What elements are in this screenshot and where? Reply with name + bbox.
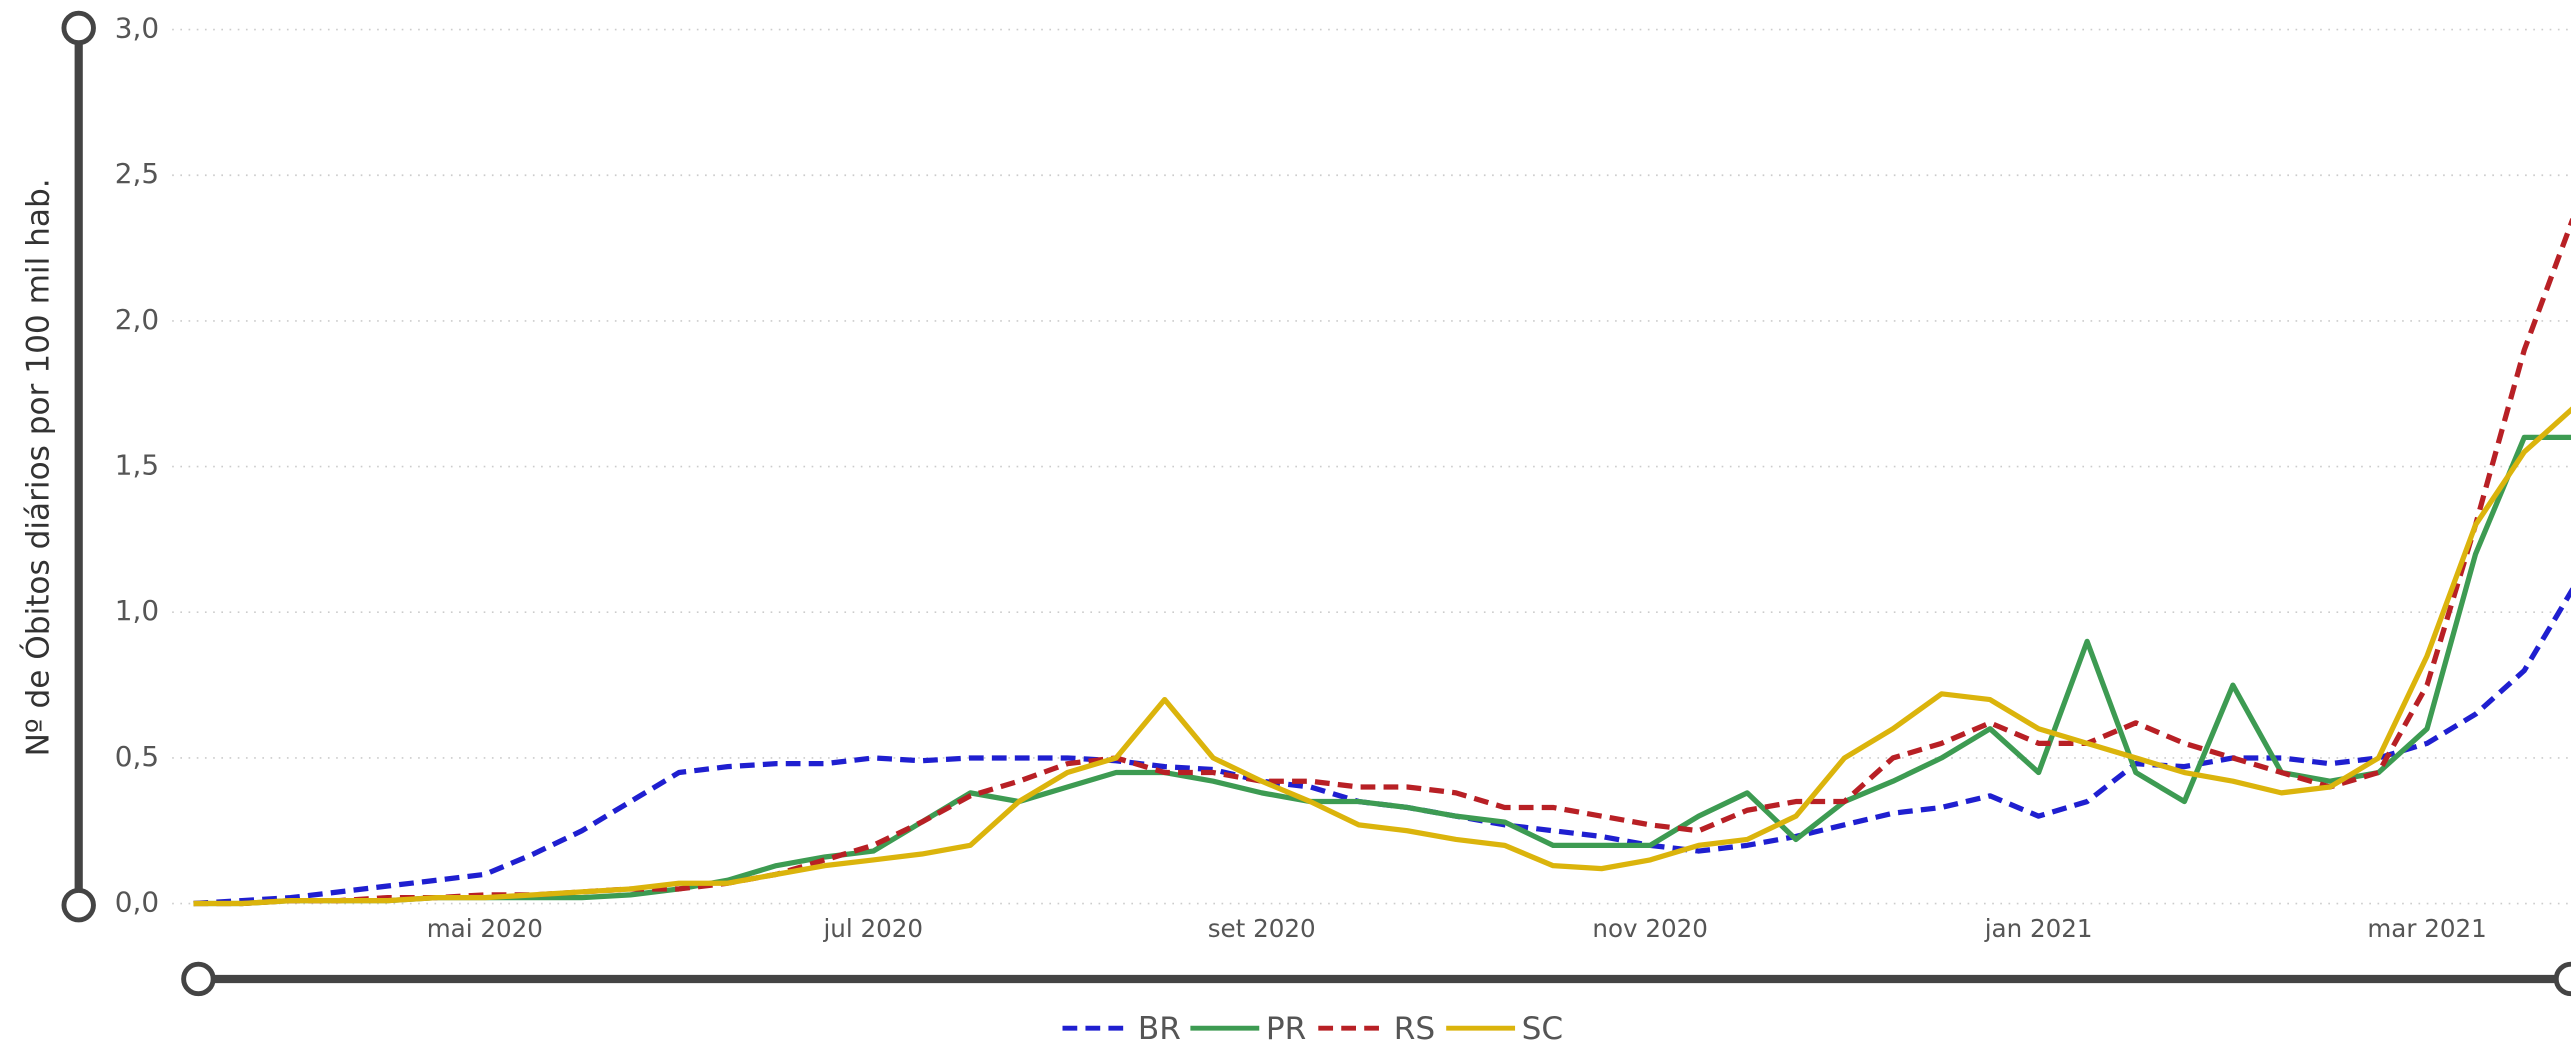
legend-label: SC bbox=[1522, 1011, 1564, 1043]
x-tick-label: jan 2021 bbox=[1984, 914, 2093, 943]
y-tick-label: 1,0 bbox=[115, 594, 159, 627]
series-line bbox=[193, 434, 2571, 907]
y-tick-label: 0,5 bbox=[115, 740, 159, 773]
y-tick-label: 2,0 bbox=[115, 303, 159, 336]
x-slider-handle[interactable] bbox=[2553, 961, 2571, 997]
y-tick-label: 3,0 bbox=[115, 12, 159, 45]
y-tick-label: 0,0 bbox=[115, 886, 159, 919]
legend-label: BR bbox=[1138, 1011, 1181, 1043]
y-slider-handle[interactable] bbox=[61, 10, 96, 46]
x-tick-label: mar 2021 bbox=[2367, 914, 2486, 943]
x-tick-label: mai 2020 bbox=[427, 914, 543, 943]
x-slider-handle[interactable] bbox=[181, 961, 216, 997]
legend-label: RS bbox=[1394, 1011, 1435, 1043]
y-slider-handle[interactable] bbox=[61, 887, 96, 923]
y-tick-label: 1,5 bbox=[115, 449, 159, 482]
y-tick-label: 2,5 bbox=[115, 157, 159, 190]
series-line bbox=[193, 587, 2571, 907]
y-axis-label: Nº de Óbitos diários por 100 mil hab. bbox=[17, 178, 56, 756]
legend-label: PR bbox=[1266, 1011, 1306, 1043]
series-line bbox=[193, 406, 2571, 907]
x-tick-label: jul 2020 bbox=[822, 914, 923, 943]
x-tick-label: nov 2020 bbox=[1592, 914, 1708, 943]
x-tick-label: set 2020 bbox=[1208, 914, 1316, 943]
